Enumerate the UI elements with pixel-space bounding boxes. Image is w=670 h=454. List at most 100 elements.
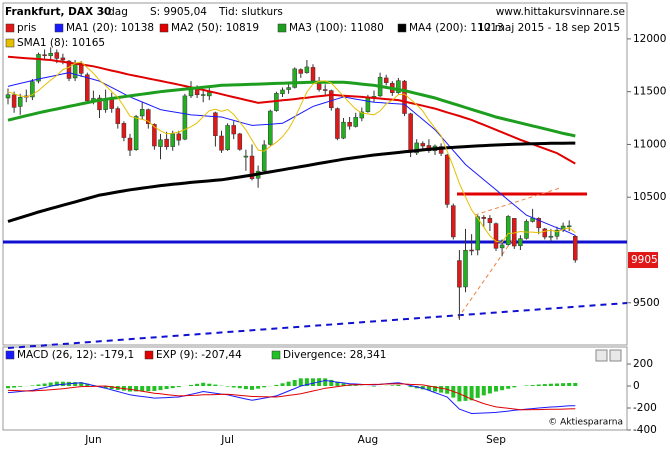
y-tick-label: 11500 [633,86,666,98]
price-label-box [628,252,658,269]
divergence-bar [201,382,206,387]
candle-body [493,223,499,249]
divergence-bar [134,386,139,392]
plot-area [3,47,628,415]
candle-body [573,236,578,261]
source: www.hittakursvinnare.se [496,6,625,18]
x-tick-label: Jul [220,434,234,446]
divergence-bar [12,386,17,388]
divergence-bar [48,382,53,387]
ma-line [7,141,576,223]
divergence-bar [250,386,254,390]
divergence-bar [73,382,78,387]
divergence-bar [494,386,498,392]
legend-swatch [5,23,15,33]
zoom-icon[interactable] [595,349,608,362]
candle-body [164,138,169,148]
credit: © Aktiespararna [548,418,623,428]
divergence-bar [396,384,401,387]
last-close: S: 9905,04 [150,6,207,18]
legend-swatch [54,23,64,33]
legend-swatch [277,23,287,33]
candle-body [365,97,371,112]
divergence-bar [372,386,376,387]
candle-body [261,144,267,172]
candle-body [298,69,304,74]
legend-label: MA4 (200): 11013 [409,22,504,34]
candle-body [481,217,487,219]
ma-line [7,80,576,138]
candle-body [182,95,188,140]
candle-body [329,90,334,109]
candle-body [280,89,285,95]
candle-body [103,99,108,110]
candle-body [17,97,23,107]
y-tick-label: 0 [633,380,640,392]
divergence-bar [445,386,450,394]
divergence-bar [256,386,261,389]
candle-body [396,80,401,93]
candle-body [139,109,145,117]
divergence-bar [439,386,444,393]
candle-body [554,229,560,237]
price-label: 9905 [631,254,658,266]
divergence-bar [274,384,279,387]
legend-swatch [144,350,154,360]
divergence-bar [140,386,145,392]
divergence-bar [347,384,352,387]
divergence-bar [323,378,328,387]
candle-body [158,139,163,147]
divergence-bar [85,383,90,387]
divergence-bar [54,381,59,387]
divergence-bar [231,386,236,388]
candle-body [109,98,114,109]
candle-body [146,109,151,125]
settings-icon[interactable] [609,349,622,362]
divergence-bar [530,385,535,387]
divergence-bar [329,379,334,387]
divergence-bar [561,383,566,387]
divergence-bar [79,382,84,387]
subtitle: - dag [101,6,128,18]
date-range: 12 maj 2015 - 18 sep 2015 [478,22,620,34]
candle-body [286,87,291,90]
legend-label: MA2 (50): 10819 [171,22,259,34]
candle-body [170,133,175,147]
candle-body [115,108,121,124]
divergence-bar [433,386,437,392]
y-tick-label: 10500 [633,191,666,203]
x-tick-label: Sep [486,434,506,446]
candle-body [408,113,413,153]
candle-body [42,54,47,56]
candle-body [524,221,529,239]
legend-label: pris [17,22,36,34]
candle-body [225,125,230,150]
candle-body [353,117,358,127]
candle-body [219,135,224,151]
divergence-bar [146,386,151,392]
candle-body [11,94,17,108]
y-tick-label: 200 [633,358,653,370]
candle-body [176,133,182,141]
divergence-bar [176,386,181,388]
candle-body [152,124,157,147]
candle-body [310,67,316,81]
candle-body [322,89,328,91]
candle-body [463,250,468,288]
divergence-bar [60,381,65,387]
divergence-bar [481,386,486,396]
candle-body [292,68,297,88]
legend-label: MACD (26, 12): -179,1 [17,349,134,361]
divergence-bar [542,384,547,387]
divergence-bar [158,386,163,391]
divergence-bar [152,386,157,391]
candle-body [66,60,72,79]
candle-body [341,121,346,139]
candle-body [48,52,53,57]
candle-body [268,110,273,145]
candle-body [505,216,511,245]
divergence-bar [195,383,200,387]
candle-body [518,238,523,247]
divergence-bar [30,385,35,387]
candle-body [451,205,456,238]
